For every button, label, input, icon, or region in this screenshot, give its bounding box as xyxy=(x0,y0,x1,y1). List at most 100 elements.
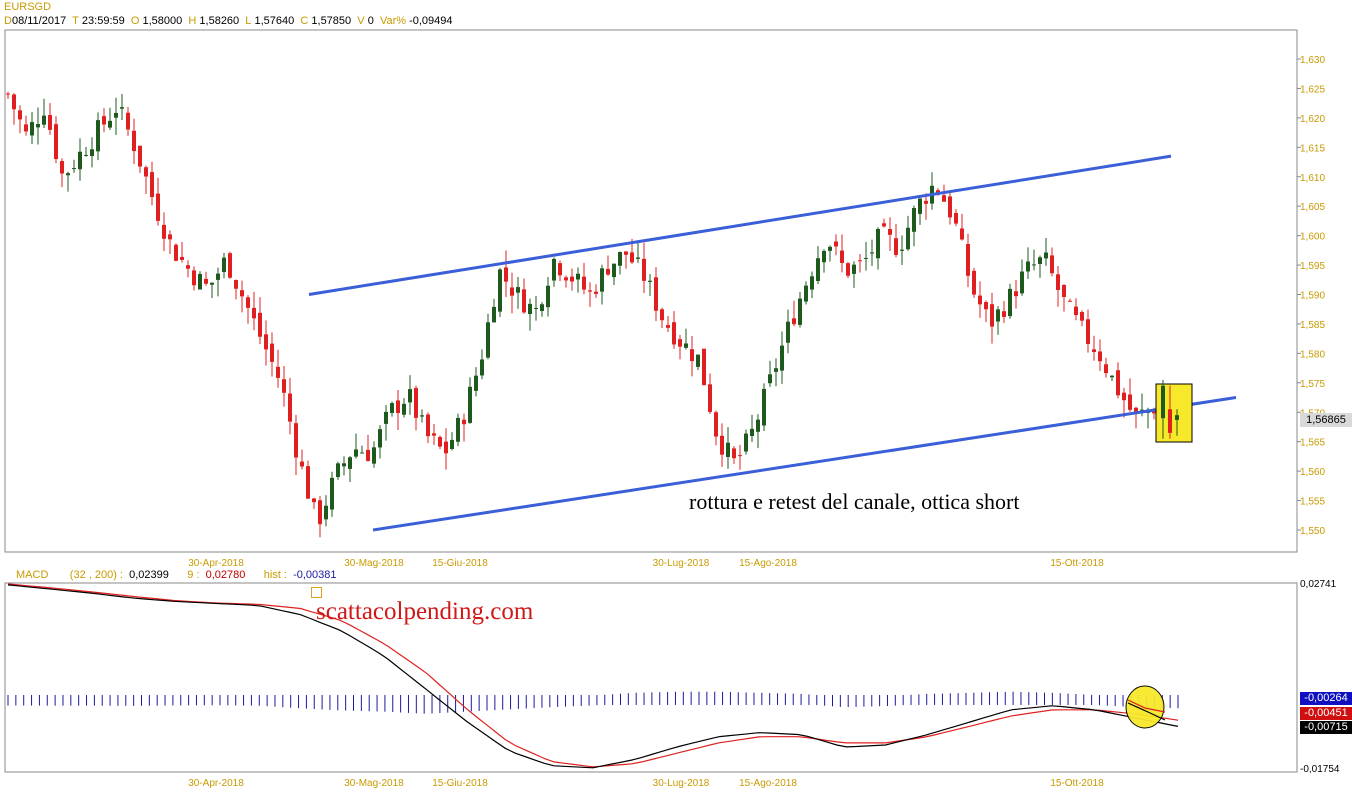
candle-body xyxy=(612,263,616,278)
candle-body xyxy=(846,263,850,276)
candle-body xyxy=(558,263,562,276)
candle-body xyxy=(492,306,496,323)
candle-body xyxy=(798,298,802,325)
candle-body xyxy=(48,115,52,130)
candle-body xyxy=(570,276,574,282)
candle-body xyxy=(1098,351,1102,362)
candle-body xyxy=(876,228,880,259)
candle-body xyxy=(318,500,322,525)
candle-body xyxy=(96,120,100,152)
candle-body xyxy=(528,303,532,314)
date-label-bottom: 30-Lug-2018 xyxy=(653,778,710,789)
candle-body xyxy=(60,161,64,174)
candle-body xyxy=(192,270,196,286)
macd-line xyxy=(7,584,1179,769)
candle-body xyxy=(414,388,418,418)
candle-body xyxy=(294,423,298,458)
candle-body xyxy=(894,238,898,255)
candle-body xyxy=(132,130,136,152)
candle-body xyxy=(462,419,466,425)
macd-axis-top: 0,02741 xyxy=(1300,579,1337,590)
date-label-top: 15-Ott-2018 xyxy=(1050,558,1104,569)
candle-body xyxy=(1074,306,1078,316)
macd-line-detail xyxy=(1127,702,1166,721)
header-time: 23:59:59 xyxy=(81,15,125,27)
price-panel: 1,630 1,625 1,620 1,615 1,610 1,605 1,600 1,595… xyxy=(4,29,1325,569)
header-low: 1,57640 xyxy=(254,15,295,27)
candle-body xyxy=(312,498,316,503)
candle-body xyxy=(6,93,10,95)
candle-body xyxy=(126,112,130,130)
macd-highlight-circle xyxy=(1125,685,1165,729)
candle-body xyxy=(66,173,70,176)
price-tick-label: 1,630 xyxy=(1300,55,1325,66)
candle-body xyxy=(108,120,112,128)
candle-body xyxy=(450,439,454,450)
candle-body xyxy=(546,285,550,308)
candle-body xyxy=(468,386,472,423)
candle-body xyxy=(648,280,652,282)
header-volume: 0 xyxy=(367,15,374,27)
candle-body xyxy=(828,246,832,251)
channel-upper-line xyxy=(308,154,1172,296)
date-label-top: 15-Giu-2018 xyxy=(432,558,488,569)
candle-body xyxy=(552,258,556,281)
price-tick-label: 1,610 xyxy=(1300,173,1325,184)
macd-signal-badge: -0,00451 xyxy=(1300,707,1352,720)
candle-body xyxy=(858,260,862,262)
price-tick-label: 1,620 xyxy=(1300,114,1325,125)
candle-body xyxy=(150,172,154,198)
candle-body xyxy=(348,457,352,469)
header-date: 08/11/2017 xyxy=(11,15,67,27)
candle-body xyxy=(1044,252,1048,259)
candle-body xyxy=(24,124,28,132)
candle-body xyxy=(882,223,886,227)
candle-body xyxy=(1086,319,1090,344)
candle-body xyxy=(354,449,358,457)
candle-body xyxy=(870,252,874,254)
candle-body xyxy=(162,224,166,239)
candle-body xyxy=(594,291,598,294)
candle-body xyxy=(18,110,22,120)
date-label-top: 30-Apr-2018 xyxy=(188,558,244,569)
candle-body xyxy=(744,433,748,452)
candle-body xyxy=(330,477,334,510)
candle-body xyxy=(78,151,82,170)
candle-body xyxy=(156,193,160,221)
candle-body xyxy=(924,200,928,204)
header-open: 1,58000 xyxy=(142,15,183,27)
watermark-marker xyxy=(311,587,322,598)
candle-body xyxy=(1002,311,1006,317)
price-tick-label: 1,605 xyxy=(1300,202,1325,213)
price-tick-label: 1,625 xyxy=(1300,84,1325,95)
candle-body xyxy=(564,277,568,281)
candle-body xyxy=(696,354,700,367)
candle-body xyxy=(186,265,190,269)
candle-body xyxy=(276,366,280,378)
candle-body xyxy=(900,249,904,251)
candle-body xyxy=(996,309,1000,322)
candle-body xyxy=(672,322,676,345)
candle-body xyxy=(402,403,406,415)
candle-body xyxy=(180,256,184,260)
candle-body xyxy=(174,244,178,261)
price-tick-label: 1,585 xyxy=(1300,320,1325,331)
macd-panel-frame xyxy=(4,582,1298,773)
candle-body xyxy=(102,116,106,125)
candle-body xyxy=(630,252,634,263)
price-tick-label: 1,565 xyxy=(1300,438,1325,449)
candle-body xyxy=(966,244,970,276)
candle-body xyxy=(954,212,958,224)
candle-body xyxy=(270,343,274,362)
candle-body xyxy=(726,442,730,457)
candle-body xyxy=(534,308,538,310)
candle-body xyxy=(804,285,808,302)
candle-body xyxy=(480,359,484,376)
candle-body xyxy=(792,318,796,325)
candle-body xyxy=(942,195,946,202)
candle-body xyxy=(642,258,646,281)
candle-body xyxy=(600,268,604,292)
candle-body xyxy=(1152,411,1156,414)
macd-hist-badge: -0,00264 xyxy=(1300,692,1352,705)
signal-value: 0,02780 xyxy=(205,569,246,581)
